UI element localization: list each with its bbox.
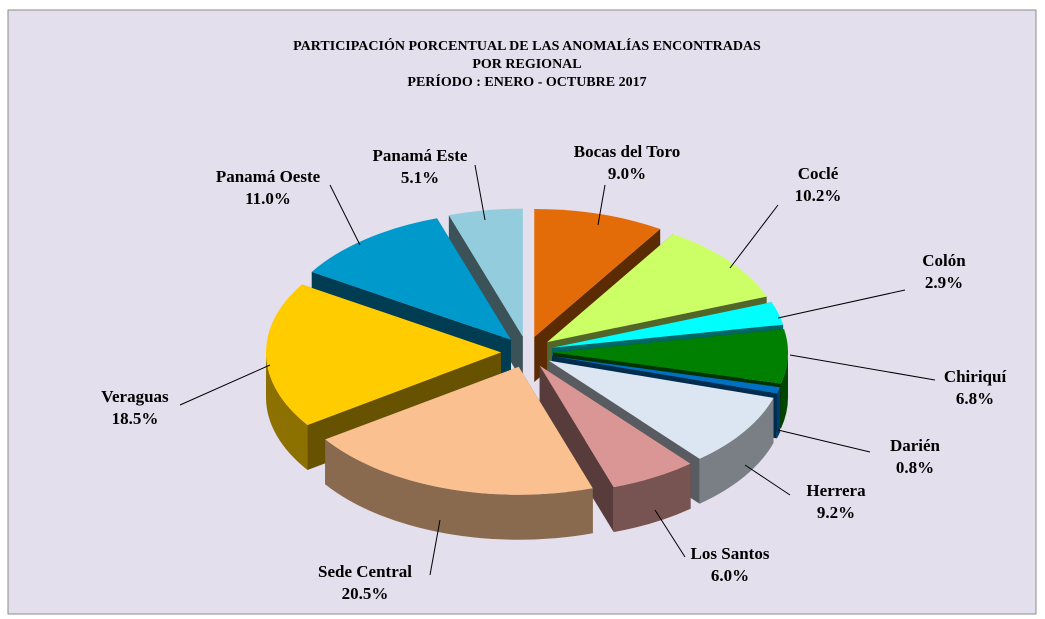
slice-value-label: 9.2%: [817, 503, 855, 522]
leader-line: [789, 354, 936, 381]
slice-value-label: 9.0%: [608, 164, 646, 183]
slice-value-label: 2.9%: [925, 273, 963, 292]
chart-title: PARTICIPACIÓN PORCENTUAL DE LAS ANOMALÍA…: [293, 37, 761, 54]
leader-line: [329, 184, 361, 246]
pie-slice: [552, 329, 788, 384]
pie-slice: [552, 356, 781, 394]
slice-value-label: 18.5%: [112, 409, 159, 428]
slice-label: Darién: [890, 436, 941, 455]
slice-side: [539, 365, 614, 533]
slice-label: Bocas del Toro: [574, 142, 680, 161]
pie-slice: [266, 284, 502, 425]
slice-label: Los Santos: [691, 544, 770, 563]
pie-slice: [448, 208, 523, 337]
slice-wall: [266, 352, 308, 470]
pie-slice: [552, 302, 784, 348]
leader-line: [729, 204, 779, 269]
pie-slice: [539, 365, 691, 488]
slice-wall: [325, 439, 593, 540]
slice-wall: [780, 352, 788, 429]
slice-value-label: 0.8%: [896, 458, 934, 477]
leader-line: [744, 464, 791, 496]
slice-value-label: 6.0%: [711, 566, 749, 585]
leader-line: [777, 289, 906, 319]
pie-slice: [534, 209, 661, 338]
pie-slice: [547, 234, 767, 343]
leader-line: [474, 164, 486, 221]
leader-line: [654, 509, 686, 558]
chart-title: PERÍODO : ENERO - OCTUBRE 2017: [407, 73, 646, 90]
slice-value-label: 6.8%: [956, 389, 994, 408]
leader-line: [777, 429, 871, 453]
slice-wall: [776, 387, 781, 439]
slice-label: Herrera: [806, 481, 866, 500]
slice-label: Sede Central: [318, 562, 412, 581]
slice-wall: [613, 463, 691, 533]
slice-label: Chiriquí: [944, 367, 1007, 386]
chart-title: POR REGIONAL: [472, 57, 581, 72]
slice-label: Panamá Oeste: [216, 167, 321, 186]
slice-value-label: 10.2%: [795, 186, 842, 205]
pie-slice: [311, 218, 511, 340]
slice-wall: [699, 397, 774, 504]
leader-line: [429, 519, 441, 576]
slice-value-label: 11.0%: [245, 189, 291, 208]
slice-value-label: 5.1%: [401, 168, 439, 187]
pie-slice-group: [325, 366, 593, 540]
pie-slice: [548, 360, 774, 459]
slice-label: Panamá Este: [373, 146, 468, 165]
pie-slice: [325, 366, 593, 495]
slice-value-label: 20.5%: [342, 584, 389, 603]
slice-label: Veraguas: [101, 387, 169, 406]
pie-slice-group: [539, 365, 691, 533]
slice-label: Colón: [922, 251, 966, 270]
leader-line: [597, 184, 606, 226]
slice-label: Coclé: [798, 164, 839, 183]
leader-line: [179, 364, 271, 406]
